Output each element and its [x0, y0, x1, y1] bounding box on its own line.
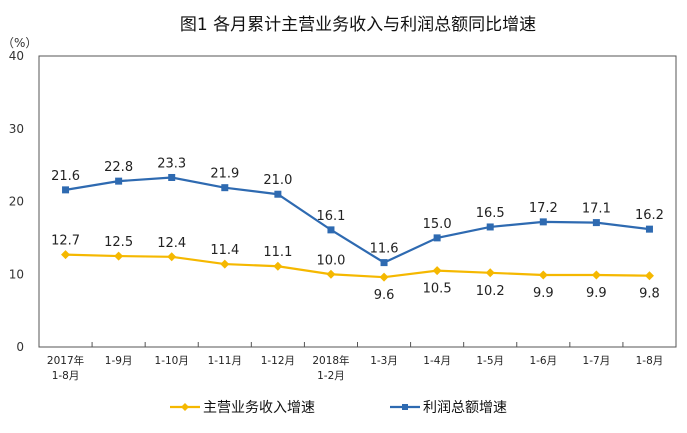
- x-tick-label: 1-11月: [208, 355, 242, 367]
- x-tick-label: 1-4月: [423, 355, 451, 367]
- data-point: [486, 223, 494, 231]
- data-label: 10.0: [316, 253, 345, 268]
- data-label: 9.8: [639, 287, 660, 302]
- data-point: [592, 219, 600, 227]
- legend-label: 利润总额增速: [423, 400, 507, 416]
- x-tick-label: 1-5月: [476, 355, 504, 367]
- data-point: [645, 225, 653, 233]
- data-point: [539, 218, 547, 226]
- data-label: 15.0: [423, 217, 452, 232]
- series-line-1: [65, 176, 650, 264]
- data-point: [168, 173, 176, 181]
- data-point: [326, 269, 336, 279]
- data-point: [61, 250, 71, 260]
- legend-marker: [181, 403, 189, 411]
- y-tick-label: 0: [16, 340, 24, 354]
- data-point: [379, 272, 389, 282]
- y-axis-label: （%）: [2, 36, 37, 50]
- data-label: 21.9: [210, 167, 239, 182]
- legend-label: 主营业务收入增速: [203, 400, 315, 416]
- data-label: 9.9: [533, 286, 554, 301]
- plot-area: [38, 55, 677, 348]
- x-tick-label: 2017年: [47, 354, 84, 367]
- data-point: [380, 259, 388, 267]
- series-line-0: [65, 253, 650, 279]
- data-label: 12.4: [157, 236, 186, 251]
- data-point: [644, 271, 654, 281]
- data-label: 10.2: [476, 284, 505, 299]
- data-point: [167, 252, 177, 262]
- data-label: 16.1: [316, 209, 345, 224]
- data-label: 9.6: [374, 288, 395, 303]
- data-point: [62, 186, 70, 194]
- data-label: 23.3: [157, 156, 186, 171]
- x-tick-label: 1-12月: [261, 355, 295, 367]
- chart-title: 图1 各月累计主营业务收入与利润总额同比增速: [180, 15, 536, 35]
- data-point: [485, 268, 495, 278]
- data-point: [221, 184, 229, 192]
- data-point: [114, 251, 124, 261]
- x-tick-label: 1-7月: [583, 355, 611, 367]
- data-label: 16.5: [476, 206, 505, 221]
- data-label: 12.7: [51, 234, 80, 249]
- y-tick-label: 30: [9, 122, 24, 136]
- x-tick-label: 1-6月: [529, 355, 557, 367]
- data-point: [274, 190, 282, 198]
- y-tick-label: 40: [9, 49, 24, 63]
- x-tick-label: 1-8月: [636, 355, 664, 367]
- data-label: 10.5: [423, 282, 452, 297]
- x-tick-label: 1-9月: [105, 355, 133, 367]
- data-label: 16.2: [635, 208, 664, 223]
- data-label: 21.6: [51, 169, 80, 184]
- data-point: [591, 270, 601, 280]
- data-label: 21.0: [263, 173, 292, 188]
- data-point: [273, 261, 283, 271]
- data-label: 9.9: [586, 286, 607, 301]
- data-label: 11.4: [210, 243, 239, 258]
- data-point: [327, 226, 335, 234]
- y-tick-label: 10: [9, 267, 24, 281]
- x-tick-label: 1-2月: [317, 370, 345, 382]
- x-tick-label: 2018年: [312, 354, 349, 367]
- legend-marker: [402, 404, 408, 410]
- data-label: 22.8: [104, 160, 133, 175]
- data-label: 11.1: [263, 245, 292, 260]
- y-tick-label: 20: [9, 195, 24, 209]
- x-tick-label: 1-3月: [370, 355, 398, 367]
- data-label: 11.6: [370, 242, 399, 257]
- data-point: [220, 259, 230, 269]
- data-point: [538, 270, 548, 280]
- data-point: [115, 177, 123, 185]
- data-point: [432, 266, 442, 276]
- x-tick-label: 1-8月: [52, 370, 80, 382]
- data-label: 17.1: [582, 202, 611, 217]
- data-label: 12.5: [104, 235, 133, 250]
- data-point: [433, 234, 441, 242]
- data-label: 17.2: [529, 201, 558, 216]
- x-tick-label: 1-10月: [155, 355, 189, 367]
